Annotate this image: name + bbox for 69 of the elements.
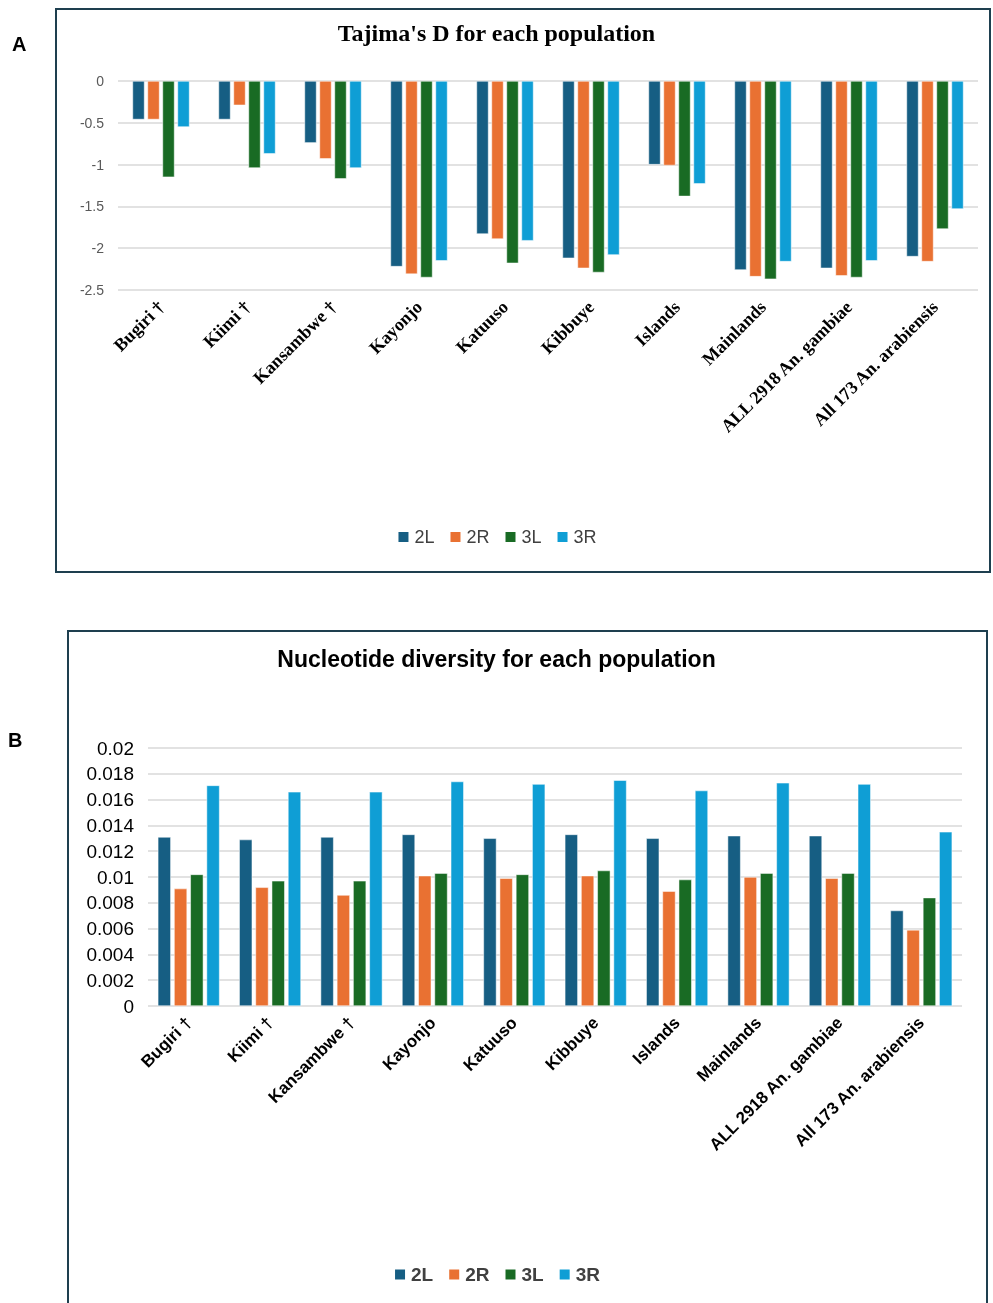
y-tick-label: -0.5 — [79, 114, 105, 131]
bar — [336, 895, 350, 1006]
legend-label: 3L — [521, 1264, 545, 1285]
bar — [564, 834, 578, 1006]
bar — [890, 910, 904, 1006]
y-tick-label: -1.5 — [79, 198, 105, 215]
y-tick-label: 0 — [96, 73, 105, 89]
bar — [434, 873, 448, 1006]
bar — [597, 870, 611, 1006]
bar — [581, 875, 595, 1006]
y-tick-label: -2 — [91, 240, 105, 257]
y-tick-label: 0.016 — [86, 789, 134, 811]
legend-label: 3L — [521, 527, 542, 547]
bar — [906, 929, 920, 1006]
bar — [841, 873, 855, 1006]
bar — [743, 877, 757, 1006]
y-tick-label: 0.008 — [86, 892, 134, 914]
text: B — [8, 729, 23, 751]
y-tick-label: 0.014 — [86, 814, 135, 836]
bar — [320, 837, 334, 1006]
bar — [727, 835, 741, 1006]
legend-label: 2L — [411, 1264, 434, 1285]
bar — [678, 879, 692, 1006]
bar — [255, 887, 269, 1006]
bar — [515, 874, 529, 1006]
y-tick-label: 0 — [123, 995, 134, 1017]
bar — [760, 873, 774, 1006]
y-tick-label: 0.002 — [86, 969, 134, 991]
y-tick-label: -2.5 — [79, 282, 105, 298]
y-tick-label: -1 — [91, 156, 105, 173]
y-tick-label: 0.006 — [86, 918, 134, 940]
bar — [809, 835, 823, 1006]
y-tick-label: 0.02 — [97, 737, 134, 759]
y-tick-label: 0.004 — [86, 943, 135, 965]
legend-label: 2L — [414, 527, 435, 547]
bar — [483, 838, 497, 1006]
bar — [353, 880, 367, 1006]
bar — [776, 782, 790, 1006]
legend-label: 2R — [465, 1264, 490, 1285]
bar — [499, 878, 513, 1006]
bar — [662, 891, 676, 1006]
chart-title: Nucleotide diversity for each population — [277, 646, 716, 672]
bar — [157, 837, 171, 1006]
bar — [646, 838, 660, 1006]
bar — [369, 791, 383, 1006]
chart-title: Tajima's D for each population — [337, 20, 656, 46]
bar — [450, 781, 464, 1006]
y-tick-label: 0.01 — [97, 866, 134, 888]
legend-label: 2R — [466, 527, 490, 547]
bar — [271, 880, 285, 1006]
bar — [857, 784, 871, 1006]
bar — [825, 878, 839, 1006]
bar — [694, 790, 708, 1006]
bar — [939, 831, 953, 1006]
bar — [206, 785, 220, 1006]
text: A — [12, 33, 27, 55]
bar — [190, 874, 204, 1006]
bar — [287, 791, 301, 1006]
bar — [174, 888, 188, 1006]
bar — [532, 784, 546, 1006]
bar — [613, 780, 627, 1006]
y-tick-label: 0.018 — [86, 763, 134, 785]
bar — [402, 834, 416, 1006]
legend-label: 3R — [573, 527, 597, 547]
y-tick-label: 0.012 — [86, 840, 134, 862]
legend-label: 3R — [575, 1264, 601, 1285]
bar — [922, 897, 936, 1006]
bar — [239, 839, 253, 1006]
bar — [418, 875, 432, 1006]
